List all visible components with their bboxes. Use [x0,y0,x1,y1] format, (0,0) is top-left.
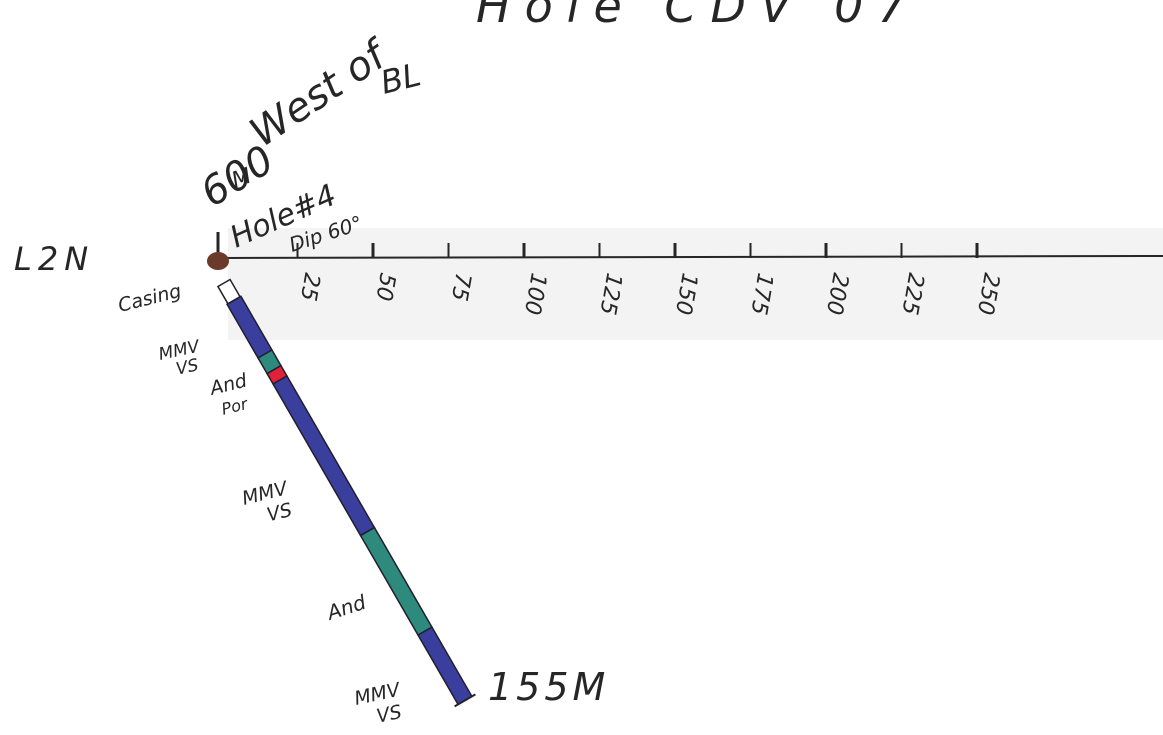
depth-tick-label-75: 75 [446,271,475,303]
end-of-hole-depth: 155M [488,665,609,709]
location-direction: West of [242,30,399,156]
depth-tick-label-50: 50 [370,271,399,303]
line-label: L2N [14,240,94,278]
drill-hole-trace [216,278,476,708]
scale-background-band [228,228,1163,340]
end-of-hole-tick [454,693,476,708]
interval-label-mmv-middle-line2: VS [265,499,295,526]
hole-title: Hole CDV 07 [476,0,921,33]
depth-scale-ticks [296,243,979,258]
interval-label-and-por: And Por [206,369,251,419]
interval-label-mmv-upper-line2: VS [174,355,200,379]
interval-label-mmv-vs-upper: MMV VS [157,337,203,380]
interval-label-mmv-lower-line2: VS [375,701,404,728]
depth-tick-label-25: 25 [295,271,324,303]
interval-label-mmv-vs-middle: MMV VS [240,477,295,526]
interval-label-and-por-line2: Por [220,394,251,419]
interval-label-andesite: And [322,590,369,626]
interval-mmv-vs-lower [417,626,473,706]
interval-label-mmv-vs-lower: MMV VS [352,678,404,728]
hole-collar-marker [207,252,229,270]
interval-label-casing: Casing [116,280,184,317]
depth-scale-axis [221,255,1163,259]
location-baseline: BL [377,55,425,101]
interval-andesite-lower [359,526,433,637]
